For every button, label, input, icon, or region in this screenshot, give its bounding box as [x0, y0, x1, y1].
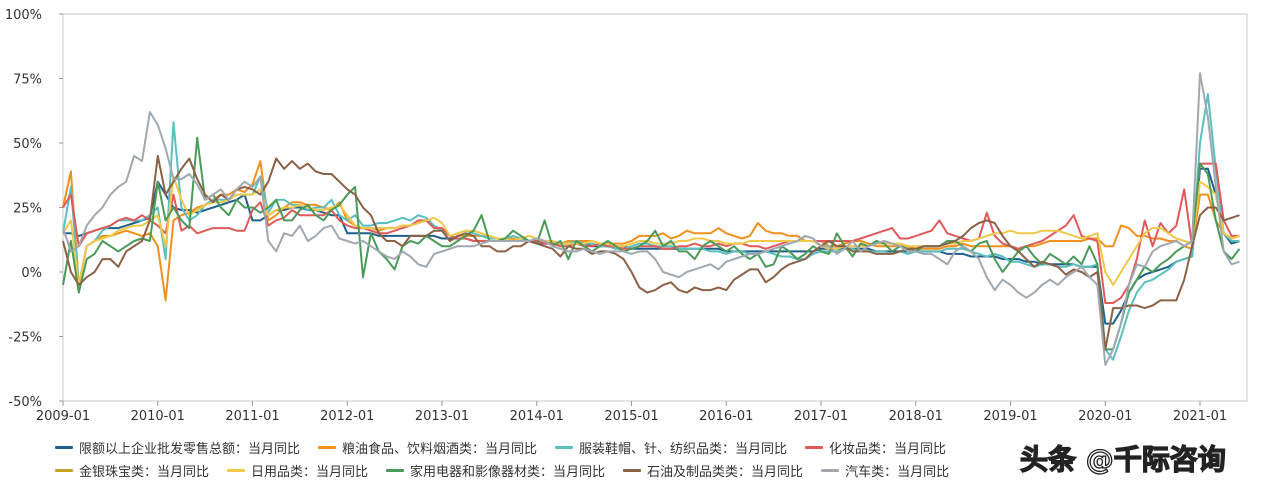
- x-tick-label: 2018-01: [889, 409, 943, 424]
- y-tick-label: 0%: [21, 266, 42, 281]
- y-tick-label: 25%: [13, 202, 42, 217]
- x-tick-label: 2009-01: [36, 409, 90, 424]
- legend-item[interactable]: 金银珠宝类：当月同比: [55, 461, 209, 480]
- x-tick-label: 2017-01: [794, 409, 848, 424]
- legend-label: 化妆品类：当月同比: [829, 442, 947, 457]
- x-tick-label: 2020-01: [1078, 409, 1132, 424]
- legend-label: 限额以上企业批发零售总额：当月同比: [79, 442, 301, 457]
- watermark: 头条 @千际咨询: [1019, 442, 1226, 476]
- legend-swatch: [55, 446, 73, 449]
- legend-row-2: 金银珠宝类：当月同比 日用品类：当月同比 家用电器和影像器材类：当月同比 石油及制品类…: [55, 461, 949, 480]
- series-line-8: [62, 72, 1240, 366]
- legend-swatch: [227, 469, 246, 472]
- series-line-5: [62, 175, 1240, 286]
- x-tick-label: 2015-01: [604, 409, 658, 424]
- legend-swatch: [386, 469, 405, 472]
- x-tick-label: 2021-01: [1173, 409, 1227, 424]
- x-tick-label: 2014-01: [510, 409, 564, 424]
- x-tick-label: 2011-01: [225, 409, 279, 424]
- legend-item[interactable]: 日用品类：当月同比: [227, 461, 368, 480]
- y-tick-label: -50%: [8, 395, 42, 410]
- legend-item[interactable]: 石油及制品类类：当月同比: [623, 461, 803, 480]
- legend-label: 粮油食品、饮料烟酒类：当月同比: [342, 442, 538, 457]
- legend-item[interactable]: 服装鞋帽、针、纺织品类：当月同比: [555, 438, 787, 457]
- legend-label: 汽车类：当月同比: [845, 465, 950, 480]
- legend-item[interactable]: 汽车类：当月同比: [821, 461, 949, 480]
- legend-row-1: 限额以上企业批发零售总额：当月同比 粮油食品、饮料烟酒类：当月同比 服装鞋帽、针、纺…: [55, 438, 946, 457]
- legend-label: 日用品类：当月同比: [251, 465, 369, 480]
- y-tick-label: 75%: [13, 73, 42, 88]
- x-tick-label: 2019-01: [983, 409, 1037, 424]
- legend-label: 金银珠宝类：当月同比: [79, 465, 210, 480]
- legend-item[interactable]: 化妆品类：当月同比: [805, 438, 946, 457]
- x-tick-label: 2013-01: [415, 409, 469, 424]
- y-tick-label: 50%: [13, 137, 42, 152]
- legend-label: 服装鞋帽、针、纺织品类：当月同比: [579, 442, 788, 457]
- legend-swatch: [318, 446, 337, 449]
- plot-frame: [62, 13, 1248, 402]
- y-tick-label: 100%: [5, 8, 42, 23]
- legend-item[interactable]: 家用电器和影像器材类：当月同比: [386, 461, 605, 480]
- legend-swatch: [623, 469, 642, 472]
- series-line-3: [62, 162, 1240, 304]
- legend-swatch: [821, 469, 840, 472]
- legend-item[interactable]: 限额以上企业批发零售总额：当月同比: [55, 438, 300, 457]
- x-tick-label: 2010-01: [131, 409, 185, 424]
- x-tick-label: 2016-01: [699, 409, 753, 424]
- series-line-6: [62, 136, 1241, 351]
- legend-swatch: [805, 446, 824, 449]
- legend-swatch: [555, 446, 574, 449]
- x-tick-label: 2012-01: [320, 409, 374, 424]
- legend-item[interactable]: 粮油食品、饮料烟酒类：当月同比: [318, 438, 537, 457]
- legend-swatch: [55, 469, 73, 472]
- legend-label: 家用电器和影像器材类：当月同比: [410, 465, 606, 480]
- series-line-7: [62, 154, 1240, 351]
- y-tick-label: -25%: [8, 331, 42, 346]
- legend-label: 石油及制品类类：当月同比: [647, 465, 804, 480]
